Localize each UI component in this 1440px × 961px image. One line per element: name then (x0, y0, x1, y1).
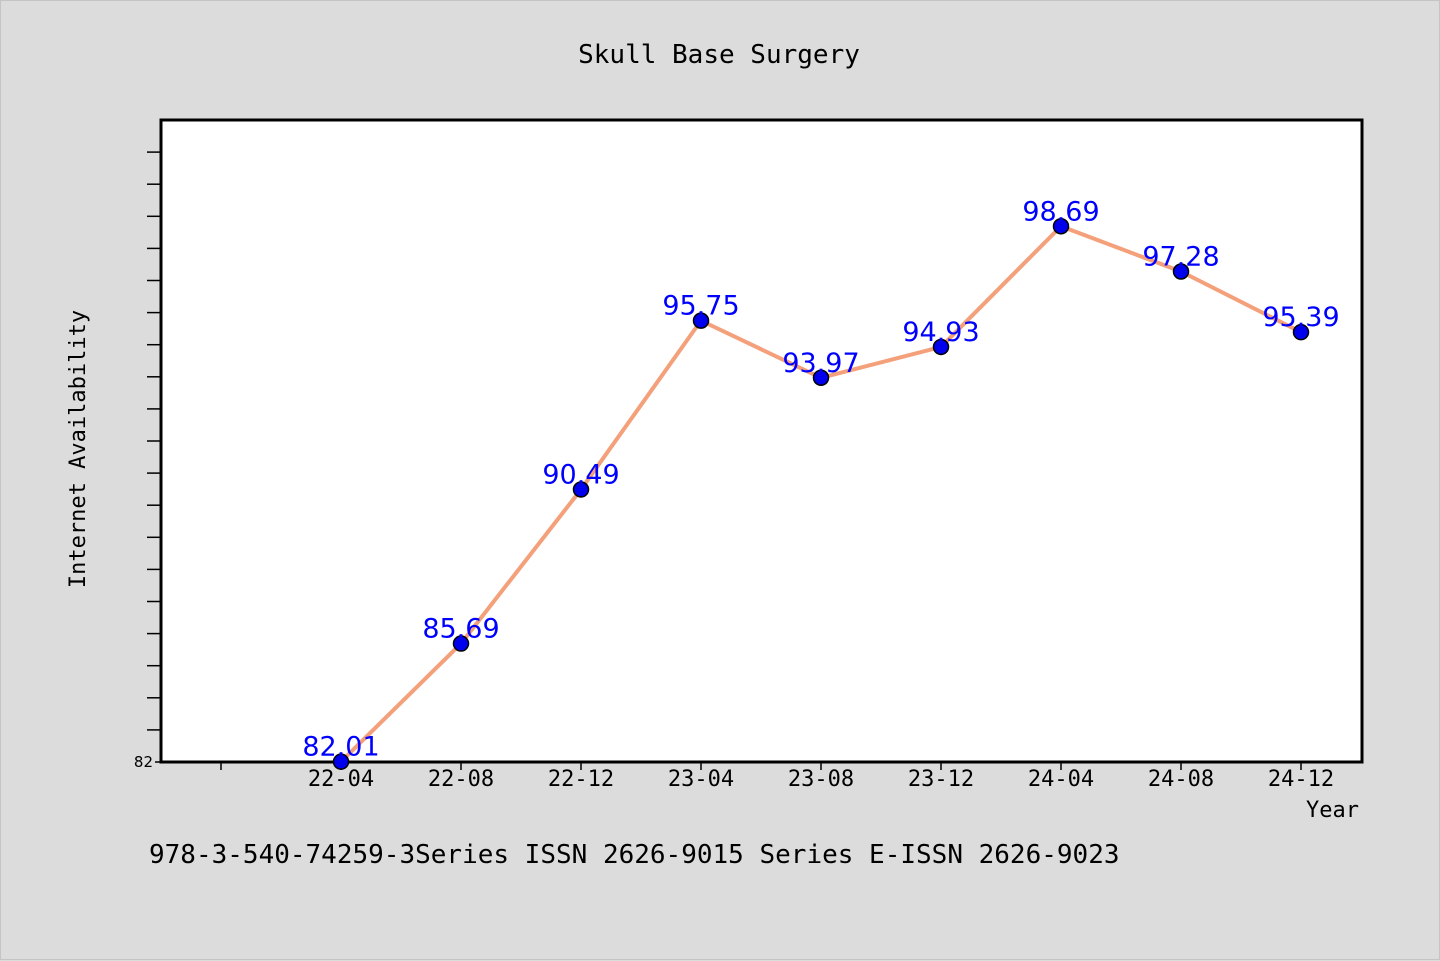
x-tick-label: 22-12 (548, 767, 614, 792)
data-point (812, 369, 830, 387)
x-tick-label: 24-04 (1028, 767, 1094, 792)
data-label: 95.39 (1262, 302, 1339, 333)
data-label: 82.01 (302, 732, 379, 763)
data-point (692, 312, 710, 329)
data-label: 93.97 (782, 348, 859, 379)
data-point (332, 753, 350, 770)
x-tick-label: 22-08 (428, 767, 494, 792)
plot-area (159, 118, 1364, 764)
x-tick-label: 23-08 (788, 767, 854, 792)
data-point (1172, 263, 1190, 280)
x-axis-label: Year (1306, 798, 1359, 823)
x-tick-label: 23-04 (668, 767, 734, 792)
data-point (1052, 218, 1070, 235)
x-tick-label: 24-08 (1148, 767, 1214, 792)
y-axis-ticks (147, 151, 161, 763)
x-axis-ticks: 22-04 22-08 22-12 23-04 23-08 23-12 24-04 24-08… (220, 762, 1334, 792)
data-label: 90.49 (542, 459, 619, 490)
data-point (932, 338, 950, 356)
chart-title: Skull Base Surgery (578, 40, 860, 70)
x-tick-label: 22-04 (308, 767, 374, 792)
data-label: 85.69 (422, 614, 499, 645)
data-point (572, 481, 590, 498)
data-label: 94.93 (902, 317, 979, 348)
data-labels: 82.01 85.69 90.49 95.75 93.97 94.93 98.69 97.28… (302, 196, 1339, 762)
y-axis-label: Internet Availability (66, 310, 91, 588)
x-tick-label: 23-12 (908, 767, 974, 792)
data-label: 97.28 (1142, 242, 1219, 273)
y-tick-label: 82 (134, 753, 153, 771)
data-label: 98.69 (1022, 196, 1099, 227)
data-point (1292, 323, 1310, 341)
footer-isbn-issn-text: 978-3-540-74259-3Series ISSN 2626-9015 S… (149, 840, 1120, 870)
data-label: 95.75 (662, 291, 739, 322)
data-point (452, 635, 470, 652)
x-tick-label: 24-12 (1268, 767, 1334, 792)
series-internet-availability (332, 218, 1310, 770)
